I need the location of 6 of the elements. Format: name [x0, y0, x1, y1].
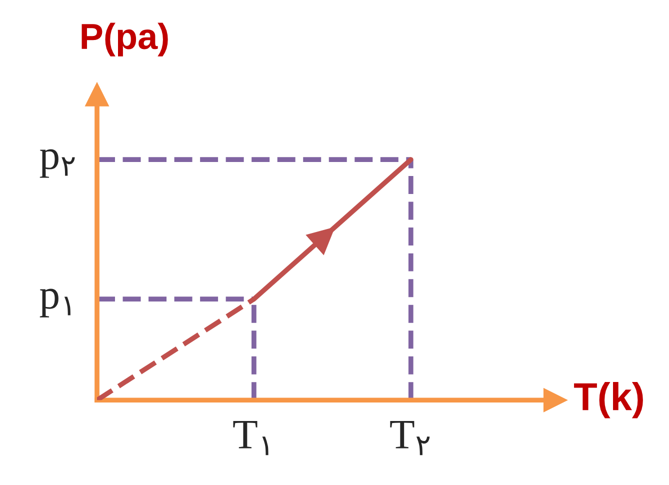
ref-line-label: p$_{۱}$ [40, 288, 70, 318]
x-axis-title: T(k) [574, 382, 643, 418]
ref-line-label: p$_{۲}$ [40, 149, 75, 178]
x-tick-label: T$_{۲}$ [390, 420, 430, 456]
x-tick-label: T$_{۱}$ [233, 420, 268, 456]
y-axis-title: P(pa) [82, 22, 168, 56]
